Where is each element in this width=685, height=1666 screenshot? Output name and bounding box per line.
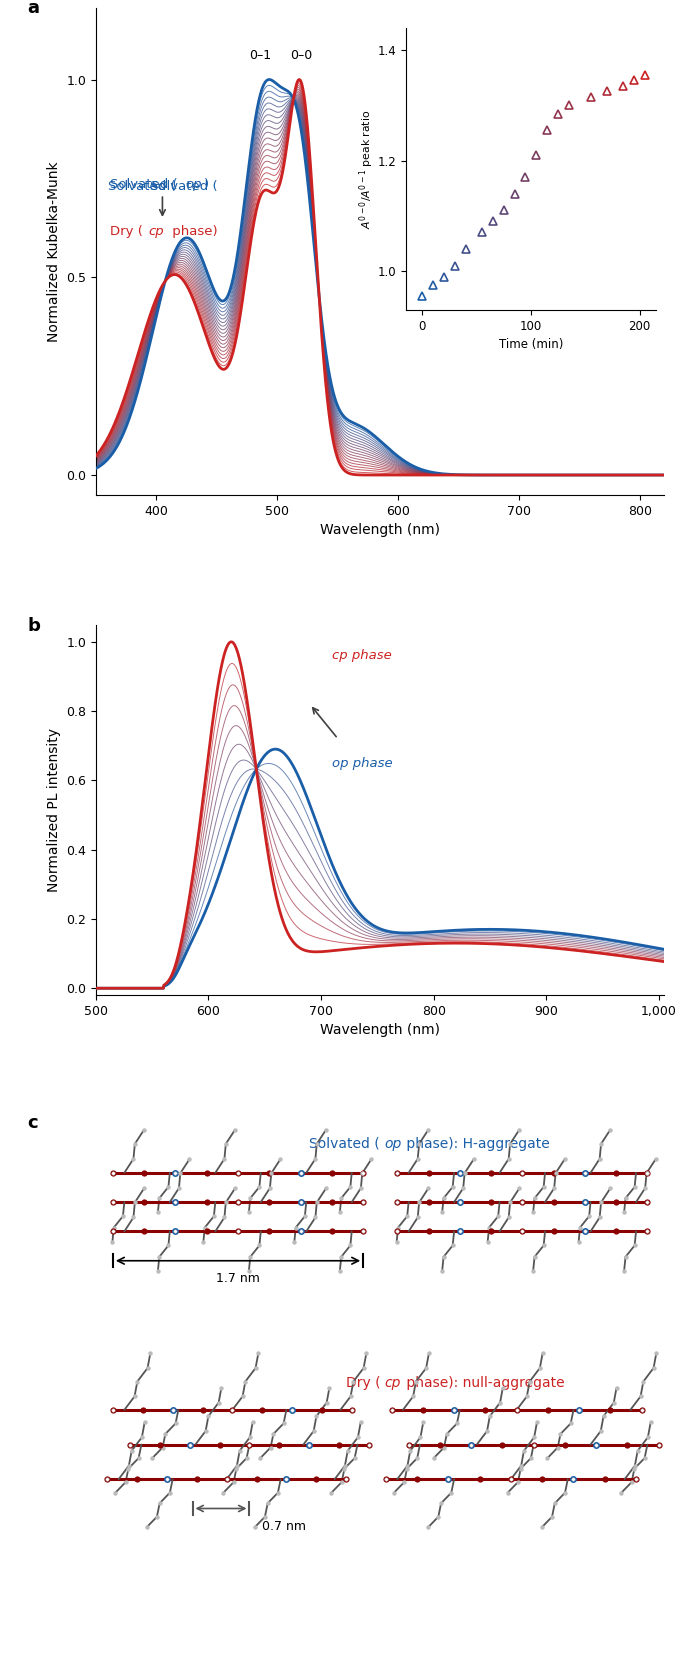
Text: phase): null-aggregate: phase): null-aggregate (402, 1376, 564, 1391)
Text: b: b (27, 616, 40, 635)
Text: cp: cp (385, 1376, 401, 1391)
Text: op: op (186, 178, 202, 192)
Text: cp phase: cp phase (332, 650, 392, 661)
Text: 0–0: 0–0 (290, 48, 312, 62)
X-axis label: Wavelength (nm): Wavelength (nm) (320, 1023, 440, 1038)
Text: a: a (27, 0, 40, 17)
X-axis label: Wavelength (nm): Wavelength (nm) (320, 523, 440, 536)
Text: c: c (27, 1115, 38, 1133)
Text: Solvated (: Solvated ( (110, 178, 178, 192)
Text: cp: cp (148, 225, 164, 238)
Text: 0–1: 0–1 (249, 48, 271, 62)
Text: Solvated (: Solvated ( (310, 1136, 380, 1151)
Y-axis label: Normalized Kubelka-Munk: Normalized Kubelka-Munk (47, 162, 60, 342)
Text: phase): phase) (169, 225, 218, 238)
Text: Solvated (: Solvated ( (108, 180, 175, 193)
Text: phase): H-aggregate: phase): H-aggregate (402, 1136, 549, 1151)
Text: Solvated (: Solvated ( (150, 180, 218, 193)
Text: Dry (: Dry ( (345, 1376, 380, 1391)
Text: 0.7 nm: 0.7 nm (262, 1519, 306, 1533)
Text: 1.7 nm: 1.7 nm (216, 1273, 260, 1286)
Y-axis label: Normalized PL intensity: Normalized PL intensity (47, 728, 60, 891)
Text: Dry (: Dry ( (110, 225, 143, 238)
Text: op: op (385, 1136, 402, 1151)
Text: ): ) (203, 178, 209, 192)
Text: op phase: op phase (332, 756, 393, 770)
